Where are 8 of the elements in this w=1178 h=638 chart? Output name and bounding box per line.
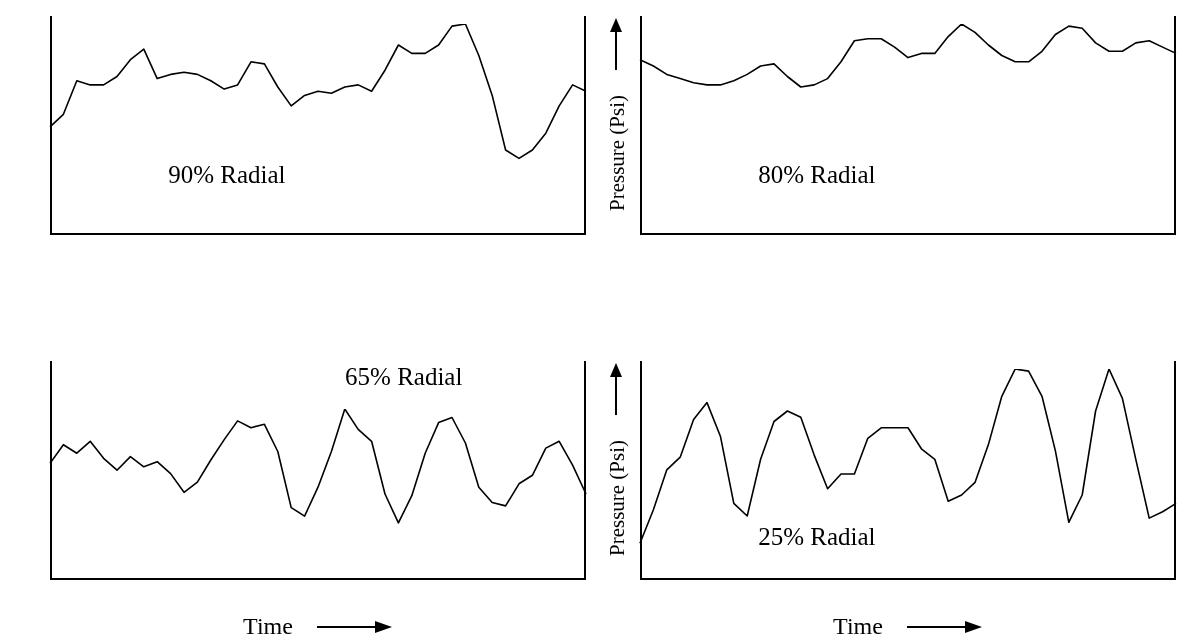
y-axis-title: Pressure (Psi) xyxy=(605,94,629,212)
x-axis-title: Time xyxy=(833,613,883,638)
x-axis-title: Time xyxy=(243,613,293,638)
annotation: 25% Radial xyxy=(758,523,876,551)
annotation: 90% Radial xyxy=(168,161,286,190)
annotation: 80% Radial xyxy=(758,161,876,190)
y-axis-title: Pressure (Psi) xyxy=(605,439,629,557)
text: 65% Radial xyxy=(345,362,463,391)
